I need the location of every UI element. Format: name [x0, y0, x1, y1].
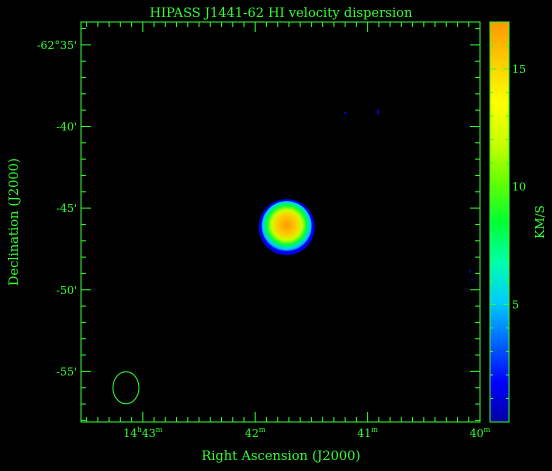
noise-pixel [469, 270, 471, 273]
x-tick-label: 41m [357, 426, 378, 440]
axis-ticks [81, 22, 480, 422]
colorbar-tick-label: 10 [512, 181, 526, 194]
y-tick-label: -40' [56, 120, 77, 133]
colorbar [489, 21, 510, 423]
noise-pixel [344, 112, 346, 114]
y-tick-label: -55' [56, 365, 77, 378]
y-tick-label: -45' [56, 202, 77, 215]
y-tick-labels: -62°35' -40' -45' -50' -55' [37, 39, 77, 379]
y-tick-label: -62°35' [37, 39, 77, 52]
colorbar-tick-label: 5 [512, 298, 519, 311]
colorbar-tick-label: 15 [512, 63, 526, 76]
x-tick-labels: 14h43m 42m 41m 40m [123, 426, 490, 440]
beam-ellipse [112, 371, 140, 405]
x-tick-label: 42m [245, 426, 266, 440]
y-tick-label: -50' [56, 284, 77, 297]
x-tick-label: 14h43m [123, 426, 163, 440]
source-emission [258, 199, 315, 256]
colorbar-ticks [490, 21, 509, 399]
plot-frame [80, 21, 481, 423]
colorbar-label: KM/S [533, 205, 547, 239]
y-axis-label: Declination (J2000) [7, 158, 22, 286]
x-axis-label: Right Ascension (J2000) [201, 449, 360, 464]
colorbar-tick-labels: 5 10 15 [512, 63, 526, 311]
noise-pixel [377, 110, 379, 114]
noise-pixel [471, 279, 473, 281]
source-inner-dispersion [261, 201, 312, 252]
x-tick-label: 40m [470, 426, 491, 440]
chart-title: HIPASS J1441-62 HI velocity dispersion [150, 6, 413, 21]
